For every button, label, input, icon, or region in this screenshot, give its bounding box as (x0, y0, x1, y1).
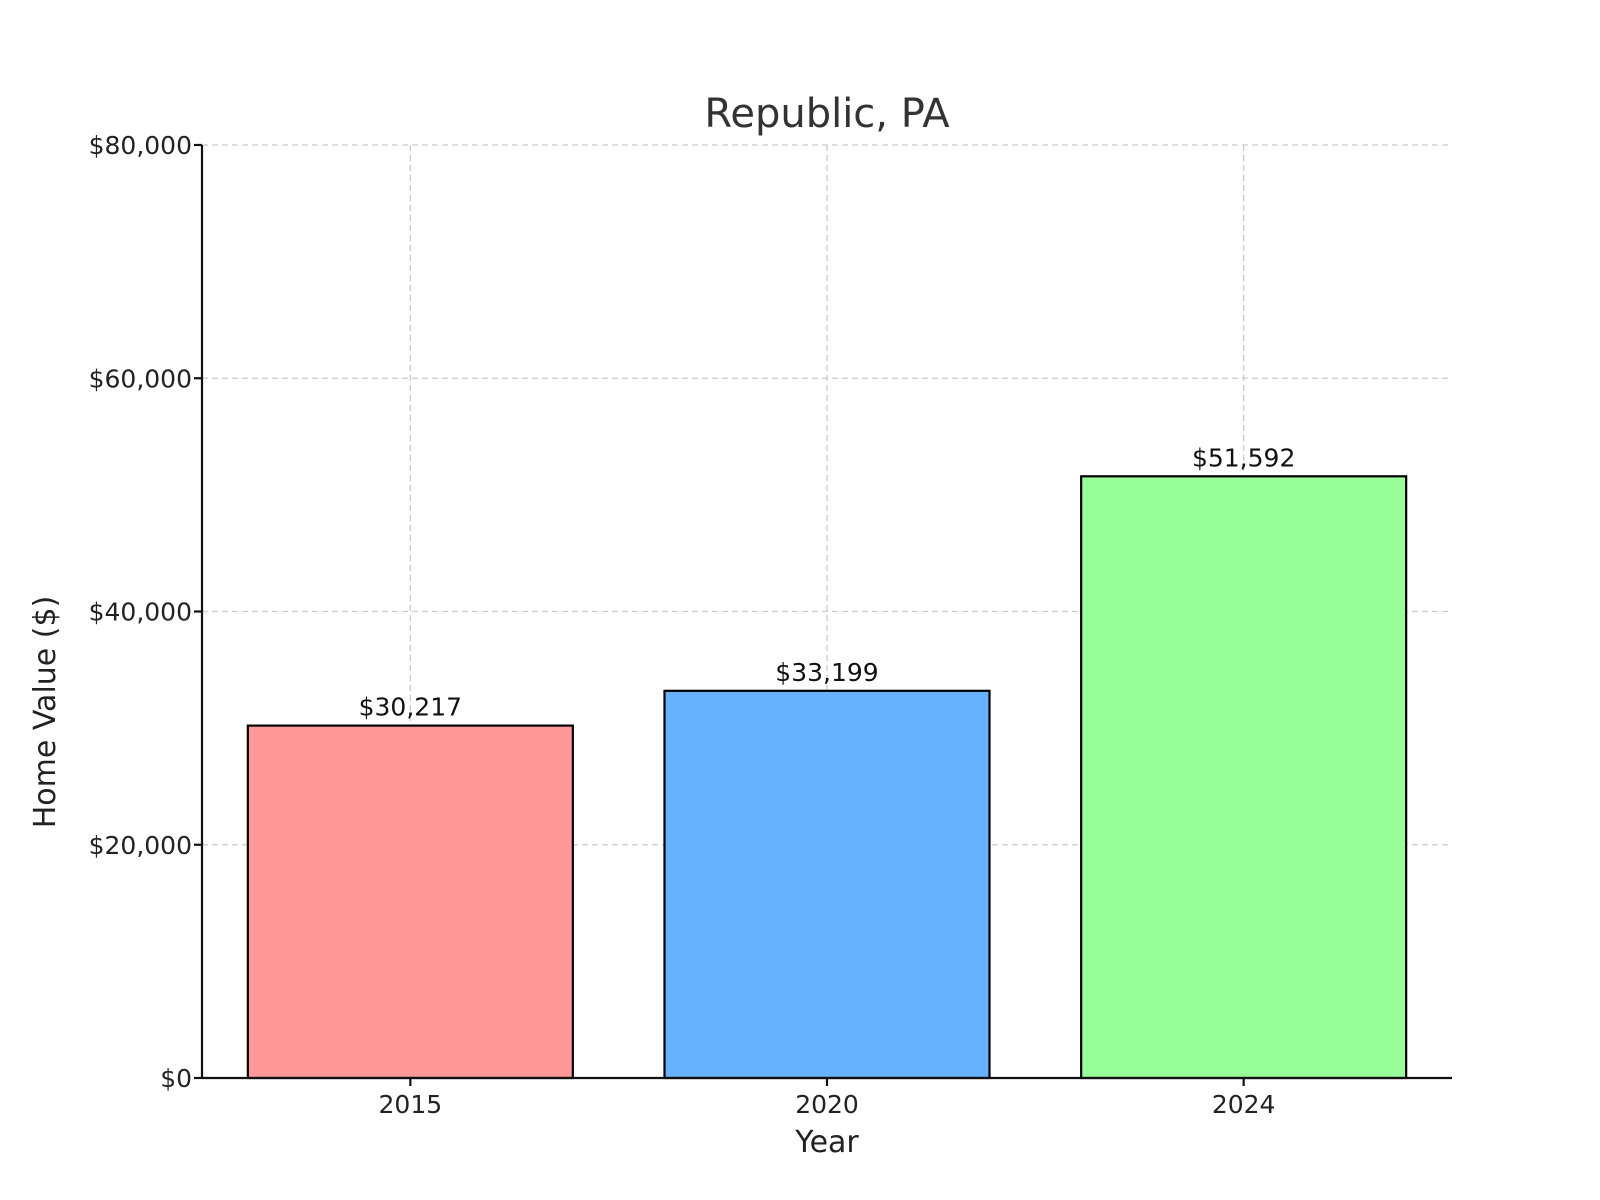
x-tick-label: 2015 (379, 1090, 443, 1119)
y-tick-label: $20,000 (89, 831, 192, 860)
bar-value-label: $51,592 (1192, 443, 1295, 472)
axes-layer (194, 143, 1452, 1086)
labels-layer: $0 $20,000 $40,000 $60,000 $80,000 $30,217 201… (89, 131, 1296, 1119)
bar-value-label: $30,217 (359, 693, 462, 722)
y-axis-label: Home Value ($) (28, 596, 63, 829)
y-tick-label: $60,000 (89, 364, 192, 393)
y-tick-label: $80,000 (89, 131, 192, 160)
bar-2015 (246, 724, 574, 1080)
bar-2020 (663, 689, 991, 1080)
x-tick-label: 2024 (1212, 1090, 1276, 1119)
y-tick-label: $40,000 (89, 598, 192, 627)
chart-title: Republic, PA (704, 91, 950, 137)
bar-value-label: $33,199 (775, 658, 878, 687)
y-tick-label: $0 (160, 1064, 192, 1093)
bars-layer (246, 475, 1408, 1080)
x-axis-label: Year (794, 1125, 859, 1160)
x-tick-label: 2020 (795, 1090, 859, 1119)
bar-2024 (1080, 475, 1408, 1080)
